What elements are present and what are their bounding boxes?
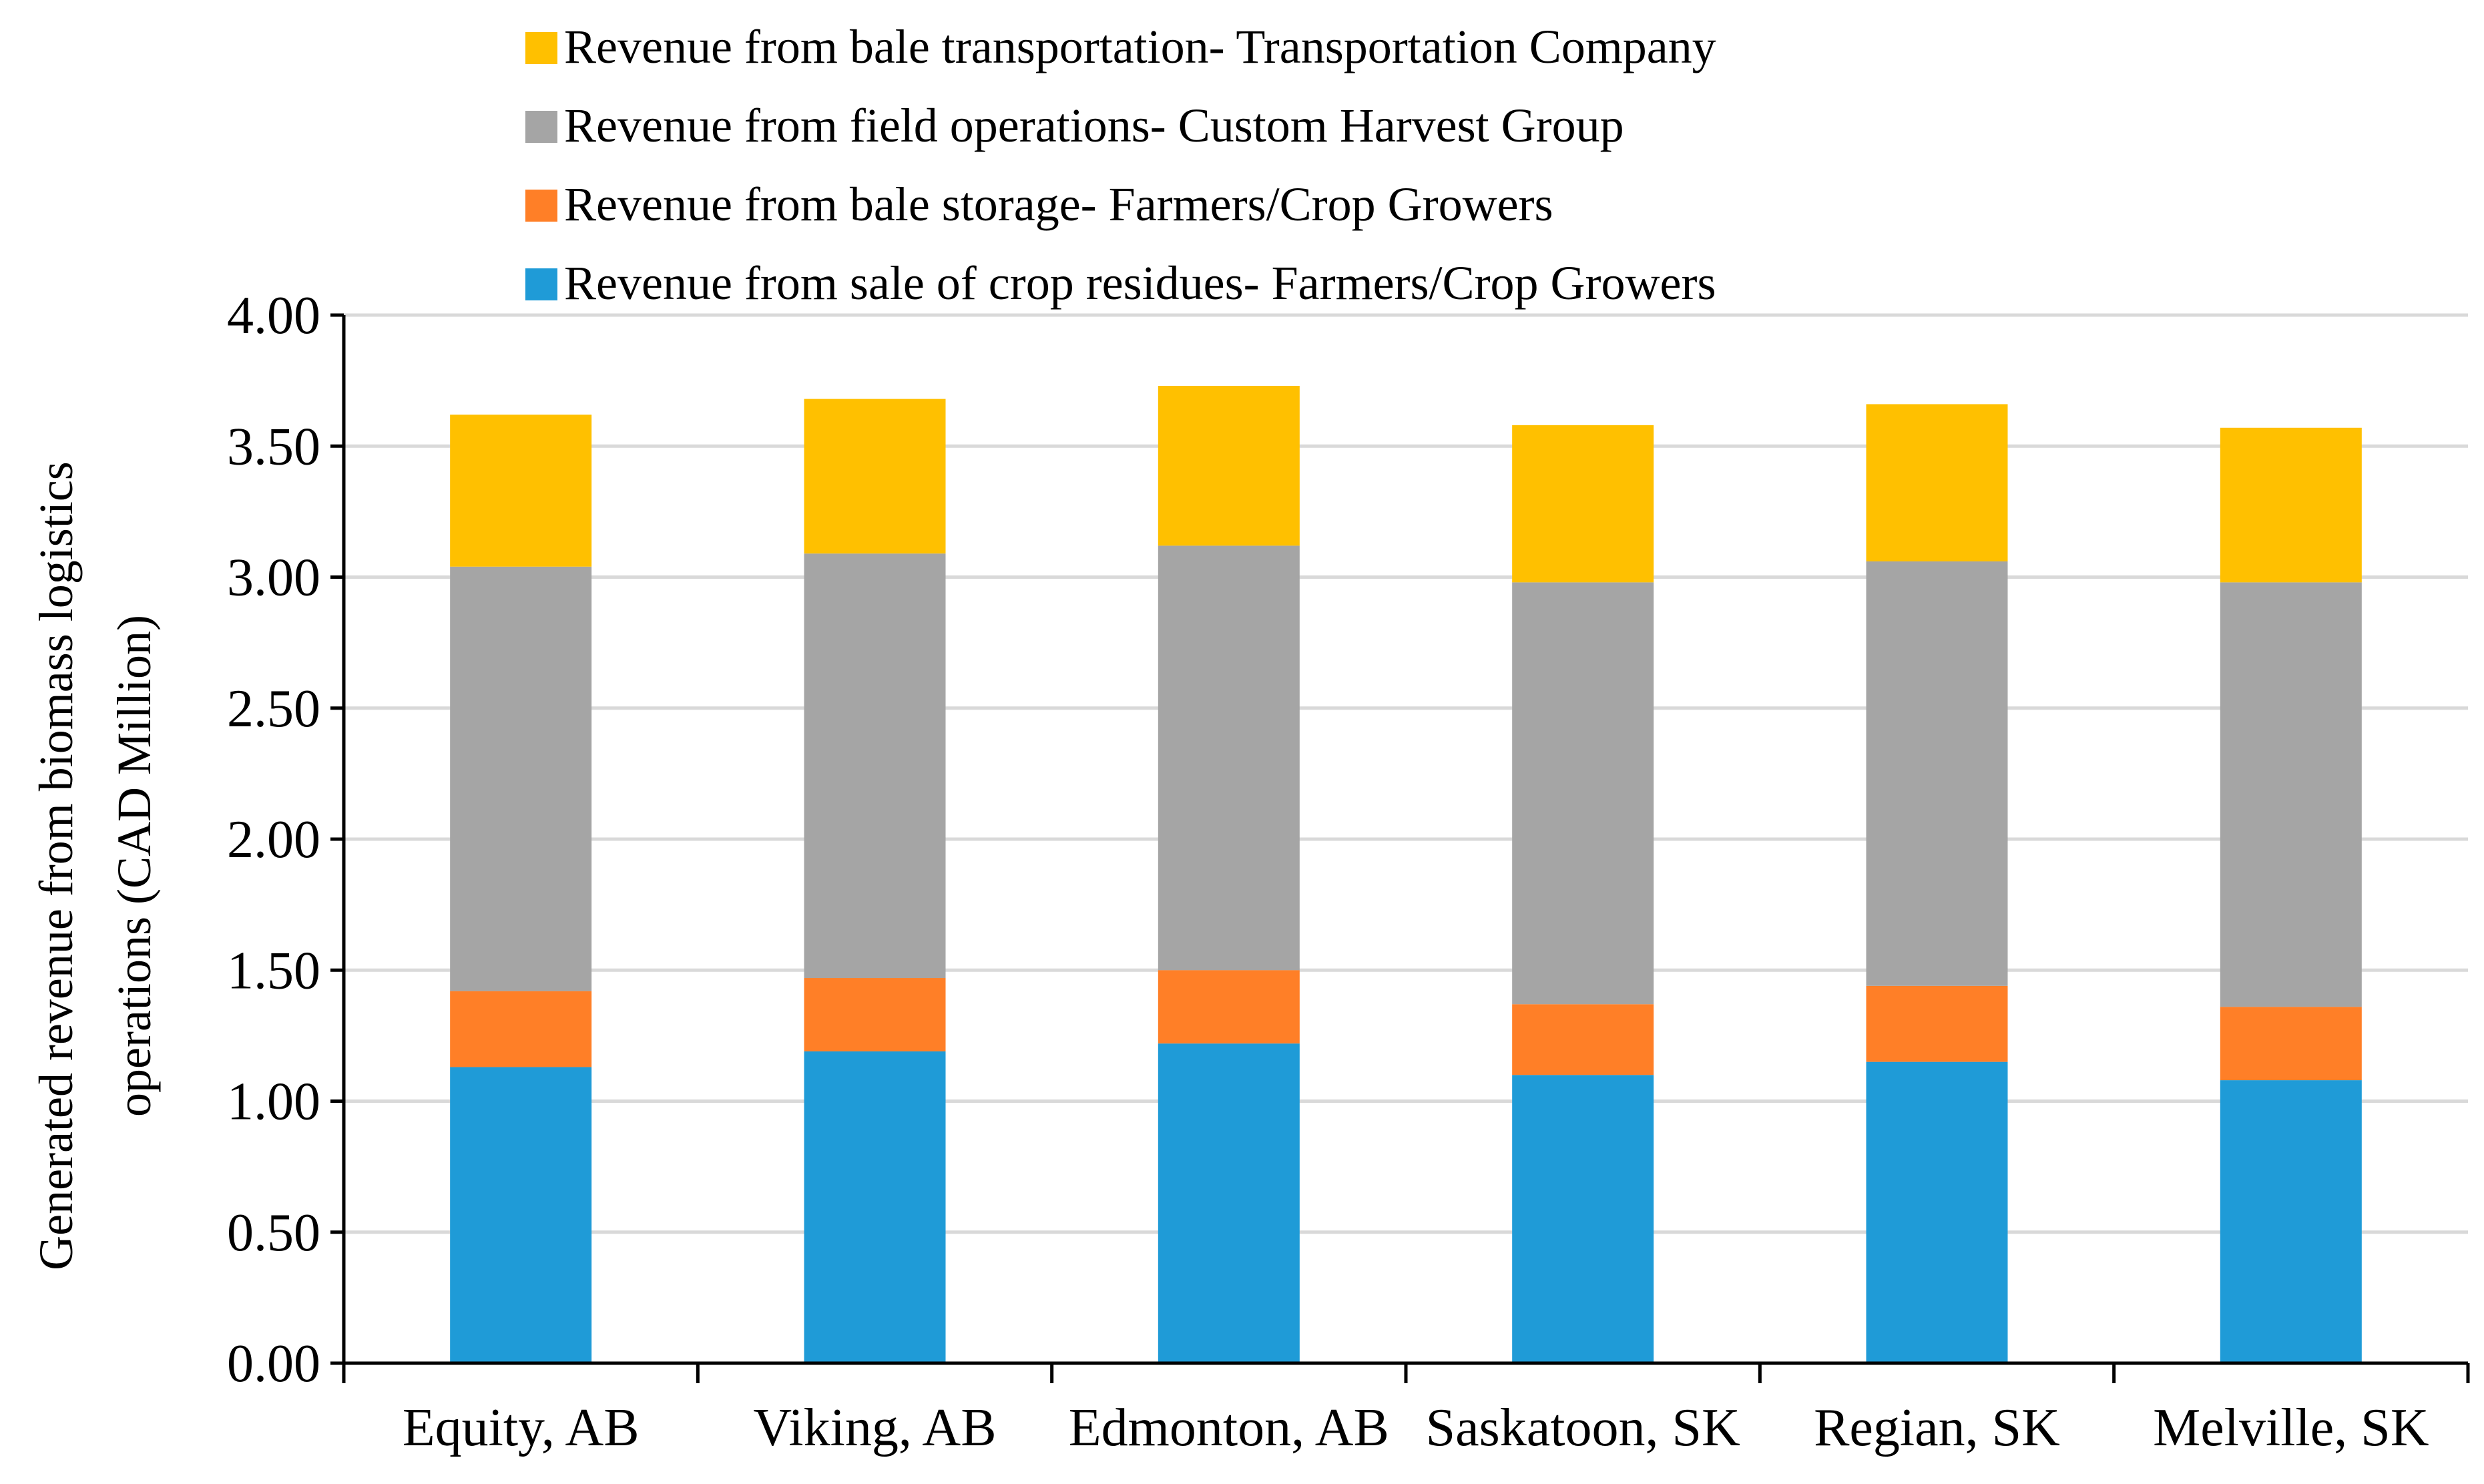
y-tick-label: 1.50 xyxy=(227,941,320,1000)
bar-segment xyxy=(1866,1061,2008,1363)
bar-segment xyxy=(804,1051,946,1363)
y-axis-title-line: operations (CAD Million) xyxy=(107,615,161,1117)
bar-segment xyxy=(2220,1080,2362,1363)
y-axis-title-line: Generated revenue from biomass logistics xyxy=(29,461,83,1270)
x-category-label: Regian, SK xyxy=(1814,1399,2060,1457)
bar-segment xyxy=(450,415,592,567)
y-tick-label: 0.50 xyxy=(227,1204,320,1262)
x-category-label: Equity, AB xyxy=(403,1399,640,1457)
legend-swatch xyxy=(525,268,557,300)
bar-segment xyxy=(1158,1043,1300,1363)
legend-swatch xyxy=(525,111,557,143)
bar-segment xyxy=(450,1067,592,1363)
bar-segment xyxy=(1158,970,1300,1044)
bar-segment xyxy=(804,553,946,979)
bar-segment xyxy=(2220,582,2362,1007)
legend-label: Revenue from sale of crop residues- Farm… xyxy=(564,256,1716,310)
bar-segment xyxy=(1866,404,2008,561)
bar-segment xyxy=(1158,545,1300,971)
legend-swatch xyxy=(525,32,557,64)
bar-segment xyxy=(1512,1004,1654,1075)
x-category-label: Edmonton, AB xyxy=(1069,1399,1389,1457)
legend: Revenue from bale transportation- Transp… xyxy=(525,20,1716,310)
legend-swatch xyxy=(525,190,557,222)
bar-segment xyxy=(804,978,946,1051)
y-tick-label: 0.00 xyxy=(227,1334,320,1393)
bar-segment xyxy=(1512,1075,1654,1363)
legend-label: Revenue from bale storage- Farmers/Crop … xyxy=(564,178,1553,231)
bar-segment xyxy=(450,991,592,1067)
y-axis-title: Generated revenue from biomass logistics… xyxy=(29,461,161,1270)
y-tick-label: 2.50 xyxy=(227,680,320,738)
gridlines xyxy=(344,313,2468,1234)
y-tick-labels: 0.00 0.50 1.00 1.50 2.00 2.50 3.00 3.50 4.00 xyxy=(227,286,320,1393)
bar-segment xyxy=(804,399,946,554)
y-tick-label: 3.00 xyxy=(227,549,320,607)
bar-segment xyxy=(1512,425,1654,583)
bar-segment xyxy=(2220,1007,2362,1081)
x-category-label: Melville, SK xyxy=(2153,1399,2429,1457)
legend-label: Revenue from bale transportation- Transp… xyxy=(564,20,1716,73)
y-tick-label: 1.00 xyxy=(227,1073,320,1132)
bar-segment xyxy=(1866,561,2008,986)
x-category-label: Saskatoon, SK xyxy=(1426,1399,1740,1457)
bar-segment xyxy=(1512,582,1654,1005)
y-tick-label: 2.00 xyxy=(227,810,320,869)
legend-label: Revenue from field operations- Custom Ha… xyxy=(564,99,1624,152)
y-tick-label: 3.50 xyxy=(227,417,320,476)
x-category-label: Viking, AB xyxy=(753,1399,996,1457)
bars xyxy=(450,385,2362,1363)
bar-segment xyxy=(1866,985,2008,1062)
x-category-labels: Equity, AB Viking, AB Edmonton, AB Saskatoo… xyxy=(403,1399,2429,1457)
bar-segment xyxy=(450,566,592,991)
bar-segment xyxy=(1158,385,1300,546)
bar-segment xyxy=(2220,427,2362,583)
y-tick-label: 4.00 xyxy=(227,286,320,345)
axes xyxy=(330,313,2470,1383)
